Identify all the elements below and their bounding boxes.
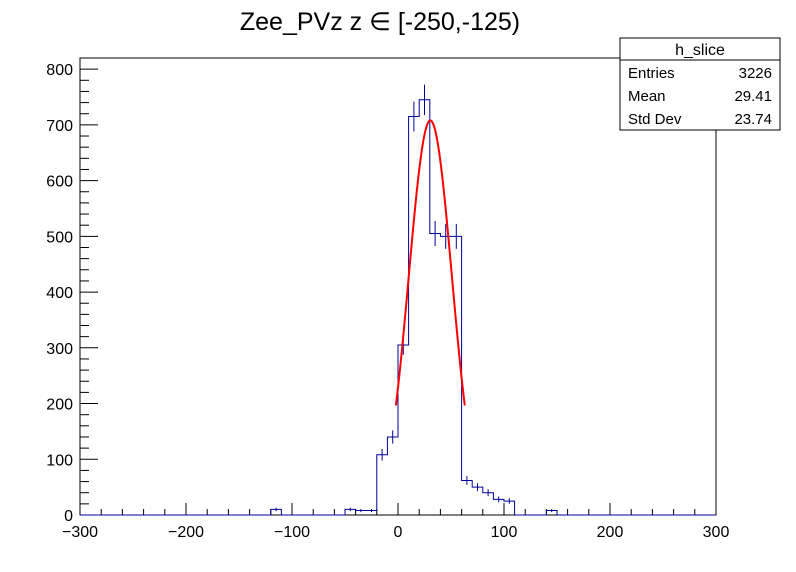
y-tick-label: 600 [46, 174, 73, 191]
stats-entries-label: Entries [628, 65, 675, 82]
x-tick-label: 200 [597, 524, 624, 541]
x-tick-label: −300 [62, 524, 98, 541]
stats-box-title: h_slice [675, 42, 725, 59]
y-tick-label: 300 [46, 341, 73, 358]
y-tick-label: 500 [46, 229, 73, 246]
y-tick-label: 100 [46, 452, 73, 469]
y-tick-label: 700 [46, 118, 73, 135]
x-tick-label: 100 [491, 524, 518, 541]
x-tick-label: −100 [274, 524, 310, 541]
x-tick-label: 0 [394, 524, 403, 541]
y-tick-label: 0 [64, 508, 73, 525]
y-tick-label: 400 [46, 285, 73, 302]
gaussian-fit-curve [394, 119, 466, 406]
x-tick-label: −200 [168, 524, 204, 541]
x-tick-label: 300 [703, 524, 730, 541]
chart-title: Zee_PVz z ∈ [-250,-125) [240, 8, 520, 36]
histogram-outline [80, 99, 716, 516]
stats-mean-value: 29.41 [734, 88, 772, 105]
stats-box: h_slice Entries 3226 Mean 29.41 Std Dev … [619, 37, 781, 131]
stats-entries-value: 3226 [739, 65, 772, 82]
stats-mean-label: Mean [628, 88, 666, 105]
stats-box-frame [619, 37, 781, 131]
y-tick-label: 800 [46, 62, 73, 79]
stats-stddev-label: Std Dev [628, 111, 682, 128]
stats-stddev-value: 23.74 [734, 111, 772, 128]
y-tick-label: 200 [46, 397, 73, 414]
